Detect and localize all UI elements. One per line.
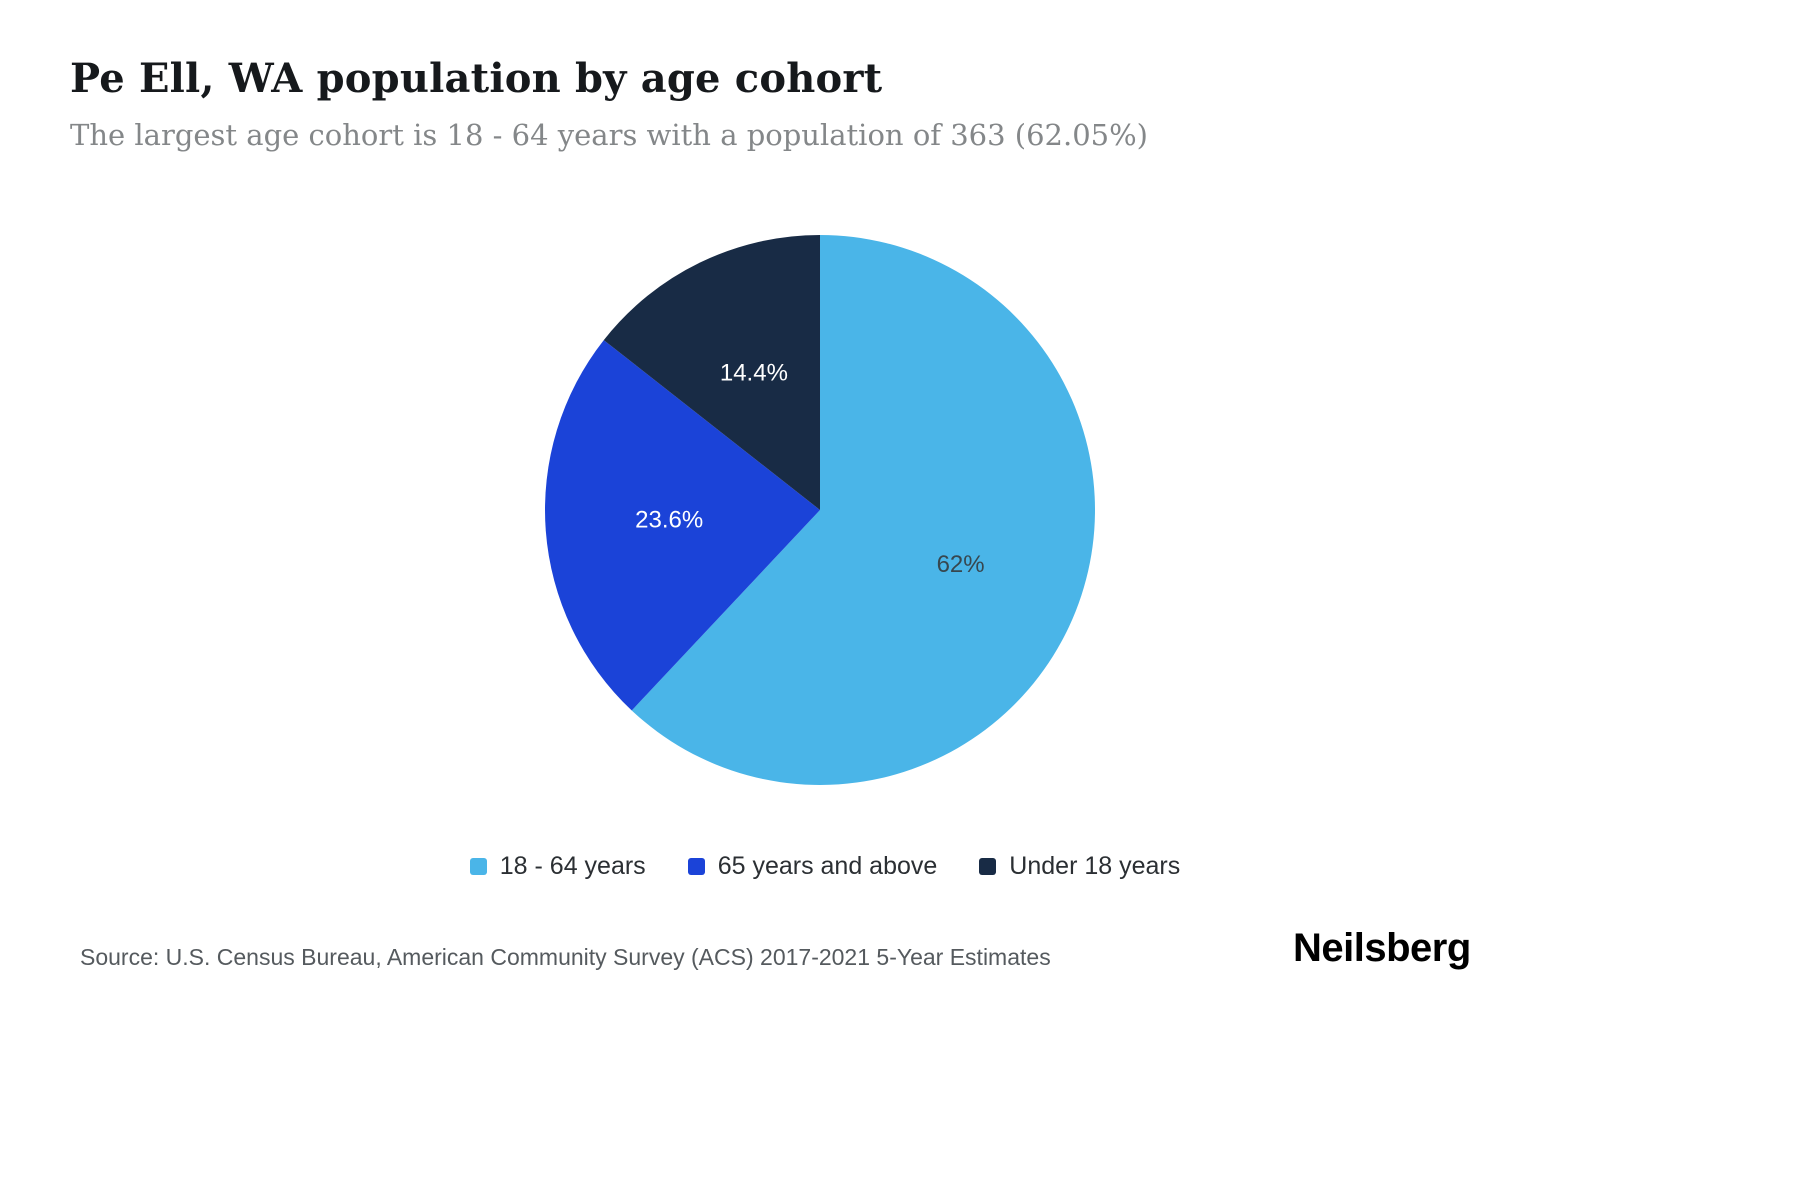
- brand-logo: Neilsberg: [1293, 926, 1471, 970]
- slice-percent-label: 14.4%: [720, 359, 788, 386]
- pie-slice-2[interactable]: [603, 235, 820, 510]
- legend-label: 18 - 64 years: [499, 852, 646, 880]
- source-note: Source: U.S. Census Bureau, American Com…: [80, 944, 1051, 970]
- legend-swatch-icon: [979, 858, 997, 875]
- chart-legend: 18 - 64 years 65 years and above Under 18 …: [0, 852, 1650, 881]
- page-title: Pe Ell, WA population by age cohort: [70, 55, 883, 102]
- legend-item-0[interactable]: 18 - 64 years: [469, 852, 646, 881]
- legend-label: Under 18 years: [1009, 852, 1181, 880]
- page-subtitle: The largest age cohort is 18 - 64 years …: [70, 118, 1148, 152]
- legend-swatch-icon: [687, 858, 705, 875]
- legend-item-1[interactable]: 65 years and above: [687, 852, 938, 881]
- pie-slice-1[interactable]: [544, 340, 820, 711]
- legend-item-2[interactable]: Under 18 years: [979, 852, 1180, 881]
- legend-label: 65 years and above: [717, 852, 938, 880]
- slice-percent-label: 23.6%: [635, 507, 703, 534]
- slice-percent-label: 62%: [937, 551, 985, 578]
- legend-swatch-icon: [469, 858, 487, 875]
- pie-slice-0[interactable]: [631, 235, 1095, 785]
